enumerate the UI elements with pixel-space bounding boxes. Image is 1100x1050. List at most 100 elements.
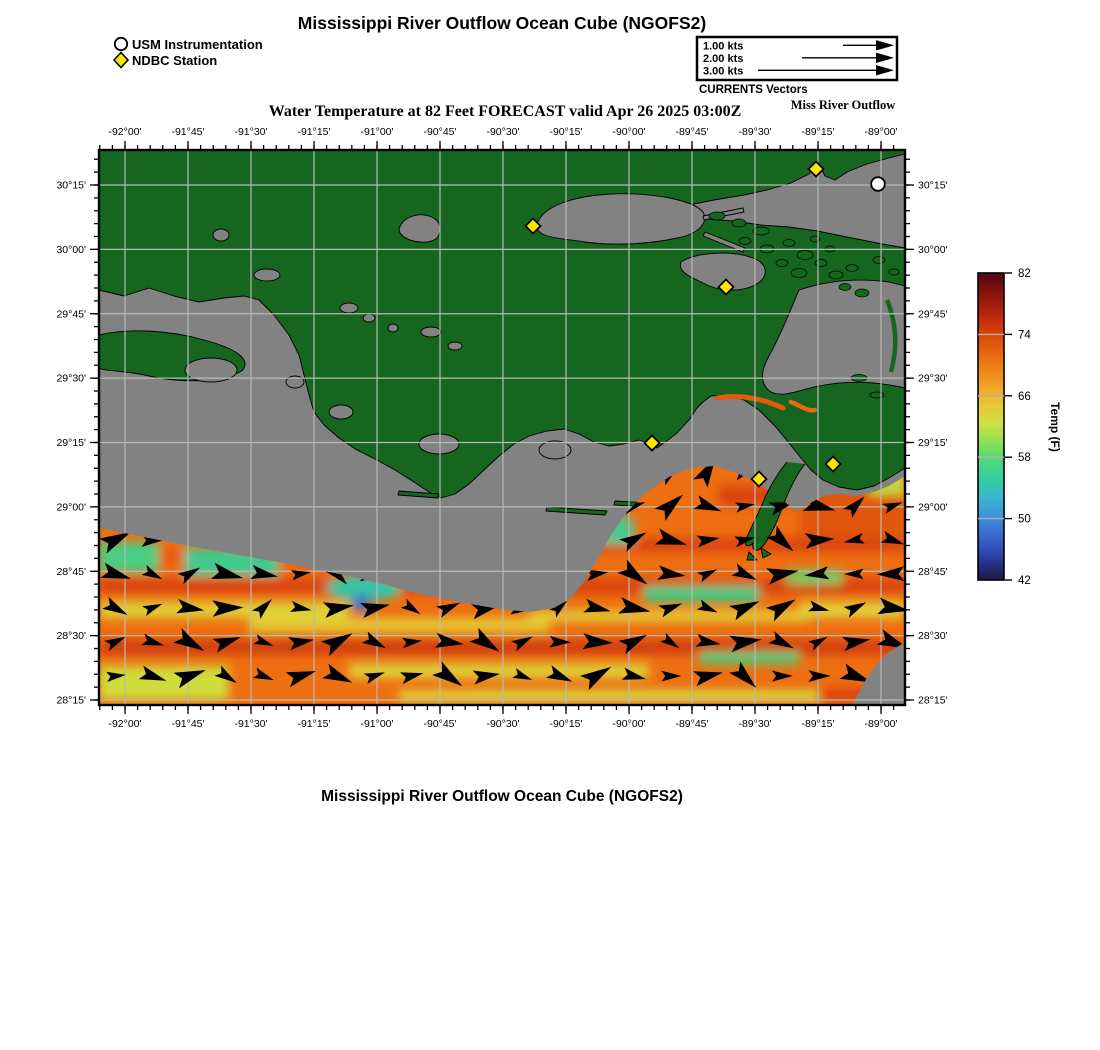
currents-legend-caption: CURRENTS Vectors (699, 84, 808, 96)
current-vector-arrow (843, 532, 865, 544)
map-frame (97, 148, 907, 707)
y-tick-label-left: 29°00' (56, 501, 86, 513)
figure-subtitle: Water Temperature at 82 Feet FORECAST va… (269, 103, 742, 120)
current-vector-arrow (585, 569, 609, 582)
current-vector-arrow (876, 566, 905, 582)
y-tick-label-right: 29°00' (918, 501, 948, 513)
current-vector-arrow (693, 671, 723, 687)
x-tick-label-top: -91°00' (360, 126, 393, 138)
current-vector-arrow (322, 663, 353, 683)
y-tick-label-left: 28°30' (56, 630, 86, 642)
inland-waters (184, 153, 906, 460)
current-vector-arrow (619, 532, 647, 553)
current-vector-arrow (212, 637, 241, 653)
current-vector-arrow (512, 668, 533, 680)
current-vector-arrow (579, 666, 612, 691)
current-vector-arrow (621, 667, 647, 680)
x-tick-label-top: -90°45' (423, 126, 456, 138)
current-vector-arrow (696, 599, 718, 613)
currents-legend-arrowhead-icon (876, 40, 894, 51)
current-vector-arrow (252, 667, 274, 681)
current-vector-arrow (729, 601, 760, 621)
current-vector-arrow (432, 661, 463, 687)
current-vector-arrow (768, 631, 794, 649)
current-vector-arrow (654, 528, 687, 545)
x-tick-label-top: -89°15' (801, 126, 834, 138)
x-tick-label-top: -91°15' (297, 126, 330, 138)
x-tick-label-top: -92°00' (108, 126, 141, 138)
x-tick-label-bottom: -89°00' (864, 718, 897, 730)
current-vector-arrow (250, 564, 278, 579)
colorbar-tick-label: 66 (1018, 391, 1031, 403)
y-tick-label-right: 28°45' (918, 566, 948, 578)
current-vector-arrow (100, 562, 132, 579)
current-vector-arrow (401, 637, 423, 649)
station-markers (524, 160, 886, 488)
current-vector-arrow (99, 532, 131, 554)
current-vector-arrow (876, 629, 905, 649)
usm-instrumentation-marker (870, 176, 886, 192)
x-tick-label-top: -90°00' (612, 126, 645, 138)
current-vector-arrow (173, 628, 205, 651)
current-vector-arrow (212, 600, 244, 617)
current-vector-arrow (654, 494, 684, 522)
x-tick-label-bottom: -91°30' (234, 718, 267, 730)
current-vector-arrow (765, 599, 796, 622)
x-tick-label-bottom: -91°15' (297, 718, 330, 730)
current-vector-arrow (804, 566, 830, 580)
current-vector-arrow (214, 665, 237, 684)
current-vector-arrow (582, 633, 614, 650)
current-vector-arrow (173, 670, 206, 689)
current-vector-arrow (808, 670, 831, 682)
x-tick-label-bottom: -90°30' (486, 718, 519, 730)
current-vector-arrow (142, 603, 163, 616)
current-vector-arrow (729, 635, 762, 653)
currents-legend-speed-label: 1.00 kts (703, 41, 743, 53)
y-tick-label-right: 29°30' (918, 373, 948, 385)
current-vector-arrow (511, 636, 533, 652)
current-vector-arrow (549, 635, 572, 648)
ndbc-station-marker (717, 278, 735, 296)
x-tick-label-bottom: -89°30' (738, 718, 771, 730)
axis-ticks (90, 141, 914, 714)
y-tick-label-right: 30°15' (918, 180, 948, 192)
y-tick-label-right: 29°15' (918, 437, 948, 449)
current-vector-arrow (322, 602, 354, 619)
current-vector-arrow (363, 672, 385, 684)
colorbar-label: Temp (F) (1048, 402, 1062, 452)
ndbc-station-marker (807, 160, 825, 178)
map-area: -92°00' -92°00' -91°45' -91°45' -91°30' -91°3… (56, 126, 947, 730)
y-tick-label-left: 28°45' (56, 566, 86, 578)
current-vector-arrow (138, 665, 167, 681)
marker-legend: USM Instrumentation NDBC Station (112, 36, 263, 69)
ndbc-station-marker (643, 434, 661, 452)
y-tick-label-left: 28°15' (56, 695, 86, 707)
y-tick-label-left: 29°45' (56, 308, 86, 320)
current-vector-arrow (808, 636, 828, 651)
ndbc-station-marker (524, 217, 542, 235)
current-vector-arrow (880, 530, 905, 545)
y-tick-label-left: 29°15' (56, 437, 86, 449)
colorbar-tick-label: 74 (1018, 329, 1031, 341)
y-tick-label-right: 30°00' (918, 244, 948, 256)
currents-legend-speed-label: 3.00 kts (703, 66, 743, 78)
x-tick-label-bottom: -91°00' (360, 718, 393, 730)
current-vector-arrow (618, 634, 648, 655)
current-vector-arrow (546, 665, 573, 682)
current-vector-arrow (771, 670, 793, 682)
x-tick-label-bottom: -91°45' (171, 718, 204, 730)
current-vector-arrow (658, 603, 683, 618)
x-tick-label-bottom: -90°00' (612, 718, 645, 730)
marker-legend-ndbc-label: NDBC Station (132, 53, 217, 68)
x-tick-label-top: -89°30' (738, 126, 771, 138)
current-vector-arrow (804, 533, 835, 549)
x-tick-label-bottom: -90°45' (423, 718, 456, 730)
current-vector-arrow (843, 496, 865, 518)
colorbar: 82 74 66 58 50 42 Temp (F) (977, 268, 1062, 587)
y-tick-label-left: 29°30' (56, 373, 86, 385)
current-vector-arrow (288, 637, 315, 651)
x-tick-label-top: -91°30' (234, 126, 267, 138)
x-tick-label-top: -89°45' (675, 126, 708, 138)
